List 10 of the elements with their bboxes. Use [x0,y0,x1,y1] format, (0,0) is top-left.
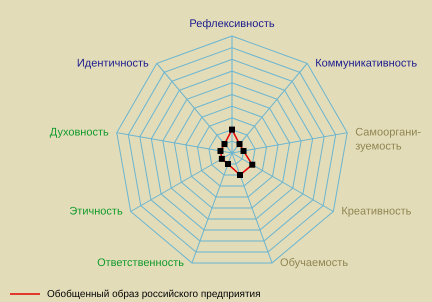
spoke-label: Идентичность [76,57,150,70]
spoke-label: Самооргани- зуемость [355,126,422,153]
spoke-label: Ответственность [97,256,184,269]
spoke-label: Этичность [69,206,123,218]
spoke-label: Духовность [50,126,110,139]
spoke-label: Рефлексивность [189,18,275,30]
legend-label: Обобщенный образ российского предприятия [47,289,261,300]
spoke-label: Обучаемость [280,256,348,269]
spoke-label: Коммуникативность [315,57,418,70]
spoke-label: Креативность [341,206,412,218]
